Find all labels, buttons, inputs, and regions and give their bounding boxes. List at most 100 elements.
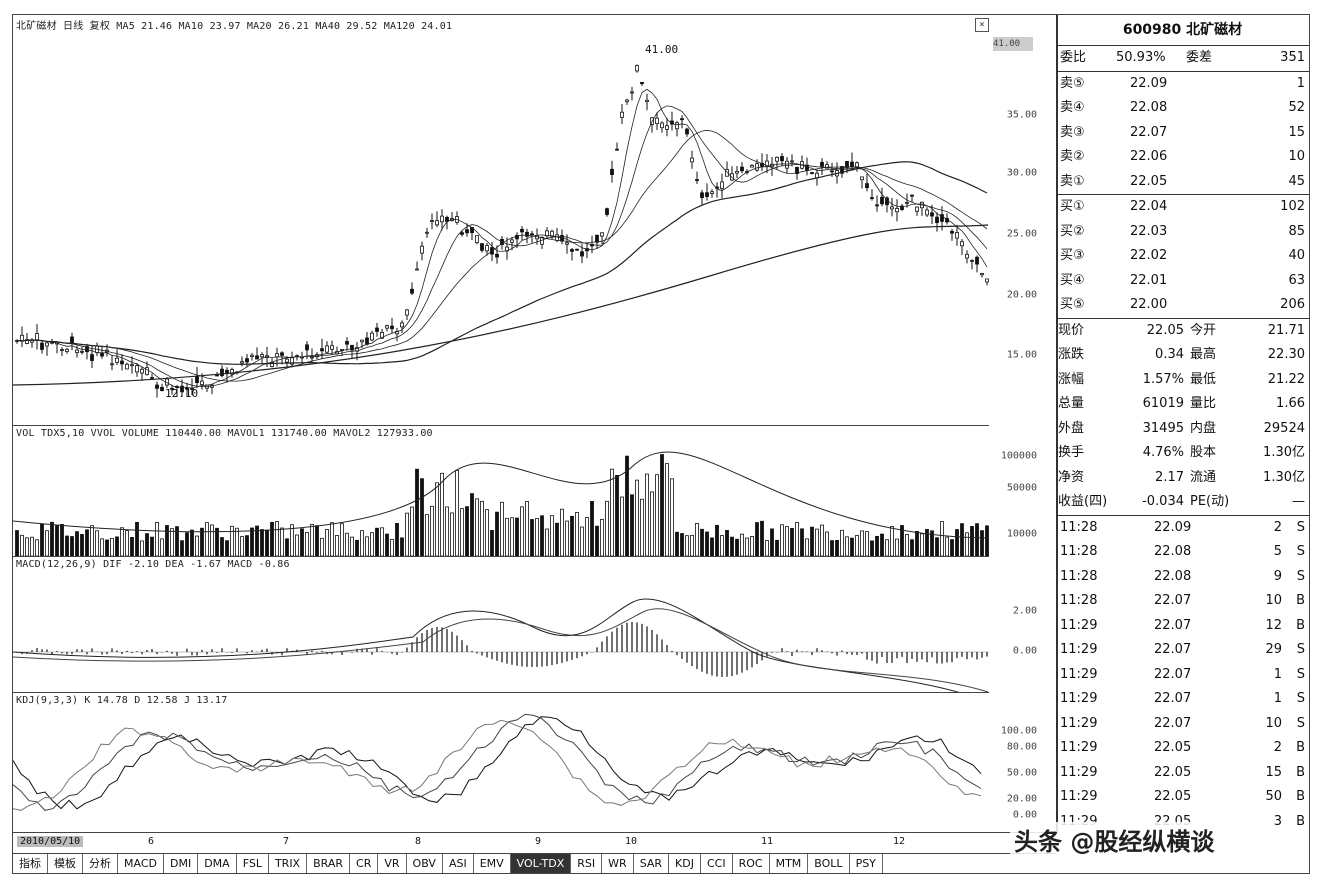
tick-time: 11:29: [1060, 617, 1098, 633]
candle-body: [35, 333, 39, 341]
tick-row: 11:29 22.07 1 S: [1056, 663, 1309, 688]
volume-bar: [140, 540, 144, 556]
volume-bar: [985, 525, 989, 556]
tab-0[interactable]: 指标: [13, 854, 48, 873]
stat-value: 1.30亿: [1263, 469, 1305, 485]
tab-23[interactable]: PSY: [850, 854, 883, 873]
tick-list[interactable]: 11:28 22.09 2 S 11:28 22.08 5 S 11:28 22.08 9 S 11:2…: [1056, 514, 1309, 835]
tab-15[interactable]: RSI: [571, 854, 603, 873]
tab-18[interactable]: KDJ: [669, 854, 701, 873]
order-volume: 40: [1288, 248, 1305, 263]
tick-side: S: [1296, 544, 1305, 559]
volume-bar: [555, 522, 559, 556]
tab-17[interactable]: SAR: [634, 854, 670, 873]
tab-19[interactable]: CCI: [701, 854, 733, 873]
candle-body: [825, 164, 829, 169]
stat-row: 净资 2.17 流通 1.30亿: [1056, 466, 1309, 491]
candle-body: [255, 355, 259, 360]
weibi-row: 委比 50.93% 委差 351: [1056, 46, 1309, 72]
candle-body: [595, 234, 599, 243]
volume-bar: [645, 473, 649, 556]
volume-bar: [285, 538, 289, 556]
candle-body: [350, 344, 354, 351]
stat-label: 现价: [1058, 322, 1085, 338]
tab-3[interactable]: MACD: [118, 854, 164, 873]
candle-body: [230, 369, 234, 375]
candle-body: [145, 367, 149, 376]
tab-13[interactable]: EMV: [474, 854, 511, 873]
volume-bar: [355, 539, 359, 556]
macd-header: MACD(12,26,9) DIF -2.10 DEA -1.67 MACD -…: [16, 559, 290, 570]
tab-1[interactable]: 模板: [48, 854, 83, 873]
moving-average-line: [16, 88, 988, 389]
candle-body: [435, 220, 439, 226]
tab-2[interactable]: 分析: [83, 854, 118, 873]
tab-20[interactable]: ROC: [733, 854, 770, 873]
volume-bar: [405, 512, 409, 556]
tab-9[interactable]: CR: [350, 854, 379, 873]
stat-value: 2.17: [1155, 469, 1184, 485]
kdj-axis-label: 50.00: [1006, 767, 1037, 779]
macd-pane[interactable]: MACD(12,26,9) DIF -2.10 DEA -1.67 MACD -…: [13, 557, 989, 693]
tab-16[interactable]: WR: [602, 854, 634, 873]
tick-row: 11:28 22.07 10 B: [1056, 589, 1309, 614]
close-icon[interactable]: ×: [975, 18, 989, 32]
volume-bar: [530, 519, 534, 556]
order-volume: 102: [1280, 199, 1305, 214]
candle-body: [325, 345, 329, 353]
candle-body: [220, 368, 224, 377]
kdj-pane[interactable]: KDJ(9,3,3) K 14.78 D 12.58 J 13.17: [13, 693, 989, 832]
candle-body: [515, 234, 519, 240]
tick-price: 22.07: [1154, 593, 1192, 608]
volume-bar: [890, 526, 894, 556]
order-label: 买②: [1060, 223, 1085, 239]
volume-bar: [35, 539, 39, 556]
tab-6[interactable]: FSL: [237, 854, 269, 873]
volume-bar: [565, 520, 569, 556]
tick-time: 11:29: [1060, 642, 1098, 657]
sell-order-row: 卖③ 22.07 15: [1056, 121, 1309, 146]
order-price: 22.08: [1130, 100, 1168, 115]
volume-bar: [690, 534, 694, 556]
tab-7[interactable]: TRIX: [269, 854, 308, 873]
volume-bar: [640, 498, 644, 556]
volume-bar: [630, 494, 634, 556]
volume-bar: [875, 535, 879, 556]
candle-body: [155, 384, 159, 389]
tab-11[interactable]: OBV: [407, 854, 443, 873]
tab-5[interactable]: DMA: [198, 854, 237, 873]
volume-bar: [250, 527, 254, 556]
candle-body: [475, 235, 479, 243]
candle-body: [980, 273, 984, 276]
candle-body: [415, 268, 419, 271]
volume-bar: [745, 537, 749, 556]
tab-10[interactable]: VR: [378, 854, 407, 873]
candle-body: [700, 192, 704, 198]
candle-body: [240, 361, 244, 364]
tab-4[interactable]: DMI: [164, 854, 199, 873]
volume-pane[interactable]: VOL TDX5,10 VVOL VOLUME 110440.00 MAVOL1…: [13, 426, 989, 557]
volume-bar: [855, 535, 859, 556]
tab-21[interactable]: MTM: [770, 854, 809, 873]
date-axis-label: 8: [415, 836, 422, 847]
candle-body: [960, 241, 964, 247]
volume-bar: [30, 536, 34, 556]
order-label: 买①: [1060, 199, 1085, 214]
date-axis-label: 10: [625, 836, 638, 847]
candle-body: [985, 278, 989, 283]
tab-22[interactable]: BOLL: [808, 854, 850, 873]
tab-8[interactable]: BRAR: [307, 854, 351, 873]
volume-bar: [225, 540, 229, 556]
tick-time: 11:29: [1060, 789, 1098, 804]
tick-price: 22.05: [1154, 764, 1192, 780]
volume-bar: [125, 530, 129, 556]
tab-14[interactable]: VOL-TDX: [510, 854, 572, 873]
volume-bar: [765, 540, 769, 556]
candlestick-pane[interactable]: 北矿磁材 日线 复权 MA5 21.46 MA10 23.97 MA20 26.…: [13, 15, 989, 426]
candle-body: [780, 156, 784, 162]
volume-bar: [775, 539, 779, 556]
tab-12[interactable]: ASI: [443, 854, 474, 873]
volume-bar: [190, 529, 194, 556]
tick-volume: 2: [1273, 740, 1282, 755]
candle-body: [75, 349, 79, 353]
